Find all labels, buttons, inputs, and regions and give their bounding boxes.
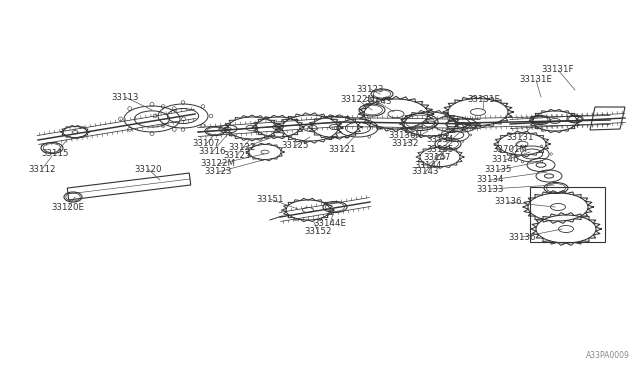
Text: 33133: 33133	[476, 185, 504, 193]
Text: 33132: 33132	[391, 140, 419, 148]
Text: 33121: 33121	[328, 145, 356, 154]
Text: 33131E: 33131E	[520, 76, 552, 84]
Text: 33113: 33113	[111, 93, 139, 102]
Text: 33135: 33135	[426, 145, 454, 154]
Text: 33125: 33125	[223, 151, 251, 160]
Text: 33123: 33123	[204, 167, 232, 176]
Text: 33120E: 33120E	[51, 202, 84, 212]
Text: 33134: 33134	[476, 176, 504, 185]
Text: 33122M: 33122M	[340, 96, 376, 105]
Text: 33122M: 33122M	[200, 160, 236, 169]
Text: 33135: 33135	[484, 166, 512, 174]
Text: 32701M: 32701M	[493, 145, 527, 154]
Text: 33136: 33136	[508, 232, 536, 241]
Text: 33131F: 33131F	[541, 65, 574, 74]
Text: 33116: 33116	[198, 148, 226, 157]
Text: 33123: 33123	[356, 84, 384, 93]
Text: 33144: 33144	[414, 160, 442, 170]
Text: 33122: 33122	[228, 144, 256, 153]
Text: 33131E: 33131E	[467, 96, 500, 105]
Text: 33136: 33136	[494, 198, 522, 206]
Text: 33131: 33131	[506, 132, 534, 141]
Text: A33PA0009: A33PA0009	[586, 351, 630, 360]
Text: 33107: 33107	[192, 140, 220, 148]
Text: 33125: 33125	[281, 141, 308, 151]
Text: 33112: 33112	[28, 164, 56, 173]
Text: 33120: 33120	[134, 164, 162, 173]
Text: 33143: 33143	[364, 97, 392, 106]
Text: 33147: 33147	[423, 153, 451, 161]
Text: 33136N: 33136N	[388, 131, 422, 141]
Text: 33146: 33146	[492, 155, 519, 164]
Text: 33151: 33151	[256, 195, 284, 203]
Text: 33134: 33134	[426, 135, 454, 144]
Text: 33152: 33152	[304, 228, 332, 237]
Text: 33144E: 33144E	[314, 219, 346, 228]
Text: 33115: 33115	[41, 150, 68, 158]
Text: 33143: 33143	[412, 167, 439, 176]
